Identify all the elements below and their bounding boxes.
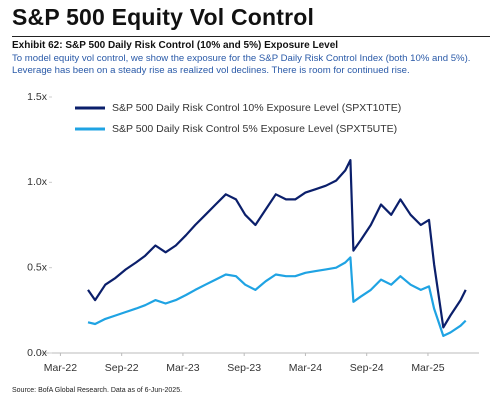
chart-subtitle: To model equity vol control, we show the… xyxy=(12,53,471,76)
y-tick-label: 1.0x xyxy=(27,176,48,188)
y-tick-label: 1.5x xyxy=(27,91,48,103)
x-tick-label: Mar-25 xyxy=(411,362,444,374)
x-tick-label: Mar-24 xyxy=(289,362,322,374)
source-note: Source: BofA Global Research. Data as of… xyxy=(12,387,183,394)
x-tick-label: Sep-23 xyxy=(227,362,261,374)
series-line xyxy=(87,256,467,337)
x-tick-label: Sep-24 xyxy=(350,362,384,374)
chart-title: Exhibit 62: S&P 500 Daily Risk Control (… xyxy=(12,40,339,51)
y-tick-label: 0.0x xyxy=(27,347,48,359)
series-line xyxy=(87,159,467,329)
y-tick-label: 0.5x xyxy=(27,261,48,273)
rule xyxy=(12,36,490,37)
legend-label: S&P 500 Daily Risk Control 5% Exposure L… xyxy=(112,123,397,135)
x-tick-label: Mar-23 xyxy=(166,362,199,374)
page-title: S&P 500 Equity Vol Control xyxy=(12,4,315,30)
x-tick-label: Sep-22 xyxy=(105,362,139,374)
x-tick-label: Mar-22 xyxy=(44,362,77,374)
legend-label: S&P 500 Daily Risk Control 10% Exposure … xyxy=(112,102,401,114)
